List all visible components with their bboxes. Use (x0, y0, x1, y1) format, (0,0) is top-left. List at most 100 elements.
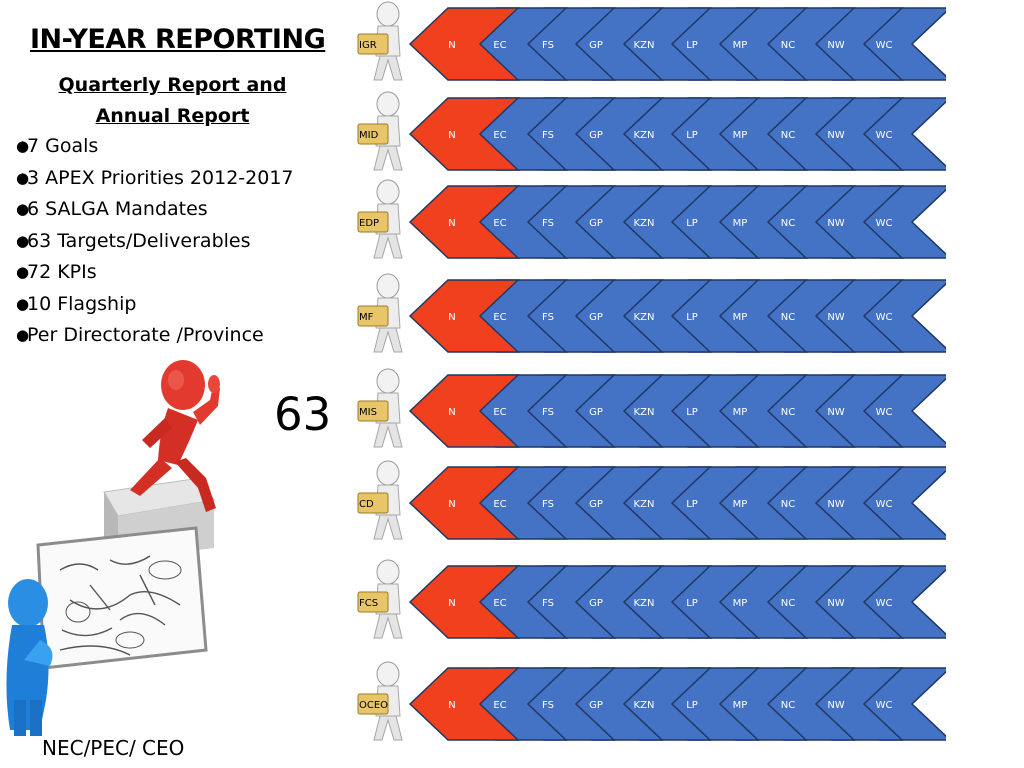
province-label: N (448, 130, 455, 141)
province-label: WC (876, 218, 893, 229)
province-label: NC (781, 40, 795, 51)
province-label: KZN (634, 700, 655, 711)
whiteboard-image (36, 526, 208, 670)
directorate-label: MF (359, 312, 374, 323)
province-chevron[interactable] (408, 565, 520, 639)
province-label: MP (733, 700, 748, 711)
province-label: NW (827, 40, 844, 51)
province-chevron[interactable] (408, 374, 520, 448)
province-chevron[interactable] (408, 667, 520, 741)
province-label: EC (493, 218, 506, 229)
blue-person-figure (6, 579, 53, 736)
province-label: WC (876, 499, 893, 510)
province-label: KZN (634, 218, 655, 229)
province-chevron[interactable] (408, 279, 520, 353)
province-label: EC (493, 40, 506, 51)
province-label: KZN (634, 499, 655, 510)
province-label: GP (589, 40, 603, 51)
province-label: EC (493, 130, 506, 141)
province-label: MP (733, 40, 748, 51)
province-label: FS (542, 598, 554, 609)
province-label: EC (493, 312, 506, 323)
province-label: KZN (634, 407, 655, 418)
province-label: KZN (634, 40, 655, 51)
province-label: N (448, 598, 455, 609)
province-label: NC (781, 700, 795, 711)
province-label: MP (733, 407, 748, 418)
process-row: CD WC NW NC MP LP KZN GP FS EC N (357, 460, 946, 540)
province-label: EC (493, 598, 506, 609)
bullet-item: ●7 Goals (16, 135, 99, 157)
province-chevron[interactable] (408, 7, 520, 81)
province-label: LP (686, 40, 698, 51)
process-row: IGR WC NW NC MP LP KZN GP FS EC N (357, 1, 946, 81)
province-label: LP (686, 407, 698, 418)
province-chevron[interactable] (408, 185, 520, 259)
province-label: GP (589, 598, 603, 609)
province-label: N (448, 40, 455, 51)
stick-figure-icon (357, 1, 403, 81)
bullet-item: ●72 KPIs (16, 261, 97, 283)
province-label: KZN (634, 130, 655, 141)
province-label: LP (686, 130, 698, 141)
province-label: NW (827, 407, 844, 418)
bullet-item: ●3 APEX Priorities 2012-2017 (16, 166, 294, 189)
stick-figure-icon (357, 460, 403, 540)
province-label: FS (542, 218, 554, 229)
process-row: EDP WC NW NC MP LP KZN GP FS EC N (357, 179, 946, 259)
province-label: NC (781, 407, 795, 418)
province-label: WC (876, 312, 893, 323)
directorate-label: CD (359, 499, 374, 510)
province-label: N (448, 499, 455, 510)
stick-figure-icon (357, 273, 403, 353)
bottom-caption: NEC/PEC/ CEO (42, 736, 185, 760)
province-label: GP (589, 499, 603, 510)
province-label: MP (733, 598, 748, 609)
province-label: KZN (634, 312, 655, 323)
province-label: FS (542, 499, 554, 510)
province-label: MP (733, 312, 748, 323)
province-label: MP (733, 218, 748, 229)
stick-figure-icon (357, 91, 403, 171)
province-chevron[interactable] (408, 466, 520, 540)
stick-figure-icon (357, 368, 403, 448)
province-label: N (448, 700, 455, 711)
province-label: WC (876, 40, 893, 51)
province-label: NW (827, 499, 844, 510)
directorate-label: EDP (359, 218, 379, 229)
province-label: LP (686, 700, 698, 711)
process-row: MID WC NW NC MP LP KZN GP FS EC N (357, 91, 946, 171)
province-label: N (448, 218, 455, 229)
red-person-figure (130, 360, 220, 512)
province-label: GP (589, 700, 603, 711)
bullet-list: ●7 Goals ●3 APEX Priorities 2012-2017 ●6… (16, 131, 294, 352)
province-label: NC (781, 499, 795, 510)
province-chevron[interactable] (408, 97, 520, 171)
bullet-item: ●Per Directorate /Province (16, 324, 264, 346)
directorate-label: OCEO (359, 700, 388, 711)
process-row: FCS WC NW NC MP LP KZN GP FS EC N (357, 559, 946, 639)
bullet-item: ●10 Flagship (16, 292, 137, 315)
province-label: FS (542, 40, 554, 51)
province-label: LP (686, 499, 698, 510)
bullet-item: ●63 Targets/Deliverables (16, 229, 251, 252)
province-label: KZN (634, 598, 655, 609)
province-label: FS (542, 312, 554, 323)
directorate-label: IGR (359, 40, 377, 51)
province-label: GP (589, 407, 603, 418)
province-label: EC (493, 499, 506, 510)
province-label: FS (542, 407, 554, 418)
stick-figure-icon (357, 661, 403, 741)
stick-figure-icon (357, 559, 403, 639)
illustration (6, 360, 220, 736)
province-label: NC (781, 312, 795, 323)
province-label: LP (686, 312, 698, 323)
province-label: NC (781, 218, 795, 229)
province-label: NW (827, 598, 844, 609)
process-row: MIS WC NW NC MP LP KZN GP FS EC N (357, 368, 946, 448)
province-label: NW (827, 700, 844, 711)
province-label: MP (733, 499, 748, 510)
process-row: OCEO WC NW NC MP LP KZN GP FS EC N (357, 661, 946, 741)
province-label: LP (686, 218, 698, 229)
province-label: EC (493, 700, 506, 711)
